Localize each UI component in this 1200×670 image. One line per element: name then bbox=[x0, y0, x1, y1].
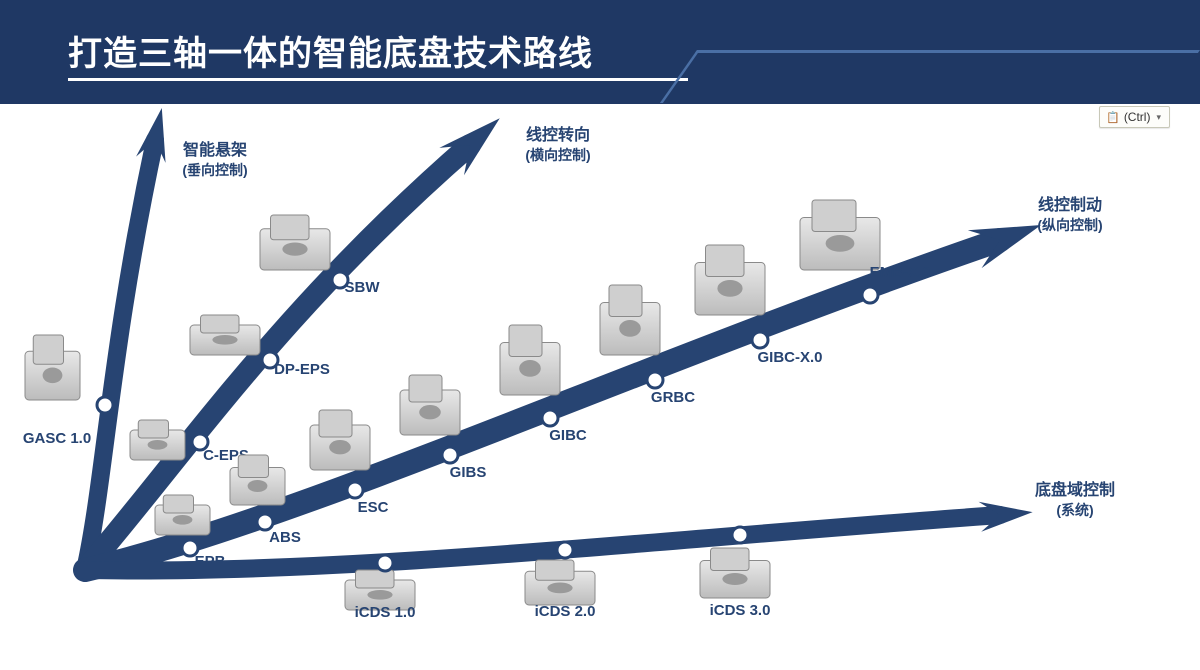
axis-subtitle-steering: (横向控制) bbox=[525, 147, 590, 163]
milestone-dot bbox=[647, 372, 663, 388]
roadmap-diagram: 智能悬架(垂向控制)GASC 1.0线控转向(横向控制)C-EPSDP-EPSS… bbox=[0, 100, 1200, 670]
milestone-dot bbox=[732, 527, 748, 543]
title-underline bbox=[68, 78, 688, 81]
product-image-icon bbox=[155, 495, 210, 535]
milestone-dot bbox=[377, 555, 393, 571]
milestone-label: SBW bbox=[345, 279, 381, 296]
product-image-icon bbox=[310, 410, 370, 470]
axis-subtitle-braking: (纵向控制) bbox=[1037, 217, 1102, 233]
milestone-label: GRBC bbox=[651, 389, 695, 406]
milestone-label: GIBS bbox=[450, 464, 487, 481]
milestone-label: ESC bbox=[358, 499, 389, 516]
slide-title: 打造三轴一体的智能底盘技术路线 bbox=[0, 0, 1200, 75]
milestone-dot bbox=[257, 514, 273, 530]
milestone-label: EMB-X.0 bbox=[870, 264, 931, 281]
product-image-icon bbox=[600, 285, 660, 355]
milestone-dot bbox=[557, 542, 573, 558]
milestone-label: GIBC-X.0 bbox=[757, 349, 822, 366]
milestone-dot bbox=[542, 410, 558, 426]
product-image-icon bbox=[500, 325, 560, 395]
milestone-dot bbox=[862, 287, 878, 303]
product-image-icon bbox=[260, 215, 330, 270]
product-image-icon bbox=[230, 455, 285, 505]
product-image-icon bbox=[800, 200, 880, 270]
slide-header: 打造三轴一体的智能底盘技术路线 bbox=[0, 0, 1200, 104]
product-image-icon bbox=[25, 335, 80, 400]
axis-subtitle-domain: (系统) bbox=[1056, 502, 1093, 518]
axis-subtitle-suspension: (垂向控制) bbox=[182, 162, 247, 178]
milestone-dot bbox=[752, 332, 768, 348]
product-image-icon bbox=[130, 420, 185, 460]
product-image-icon bbox=[695, 245, 765, 315]
milestone-label: GASC 1.0 bbox=[23, 430, 91, 447]
milestone-label: ABS bbox=[269, 529, 301, 546]
product-image-icon bbox=[700, 548, 770, 598]
milestone-label: GIBC bbox=[549, 427, 587, 444]
milestone-dot bbox=[442, 447, 458, 463]
product-image-icon bbox=[190, 315, 260, 355]
milestone-label: iCDS 1.0 bbox=[355, 604, 416, 621]
product-image-icon bbox=[400, 375, 460, 435]
axis-title-domain: 底盘域控制 bbox=[1035, 480, 1115, 499]
milestone-dot bbox=[97, 397, 113, 413]
axis-title-steering: 线控转向 bbox=[526, 125, 590, 144]
axis-title-braking: 线控制动 bbox=[1038, 195, 1102, 214]
milestone-label: iCDS 3.0 bbox=[710, 602, 771, 619]
milestone-label: iCDS 2.0 bbox=[535, 603, 596, 620]
product-image-icon bbox=[525, 560, 595, 605]
milestone-label: DP-EPS bbox=[274, 361, 330, 378]
axis-title-suspension: 智能悬架 bbox=[183, 140, 247, 159]
milestone-dot bbox=[347, 482, 363, 498]
